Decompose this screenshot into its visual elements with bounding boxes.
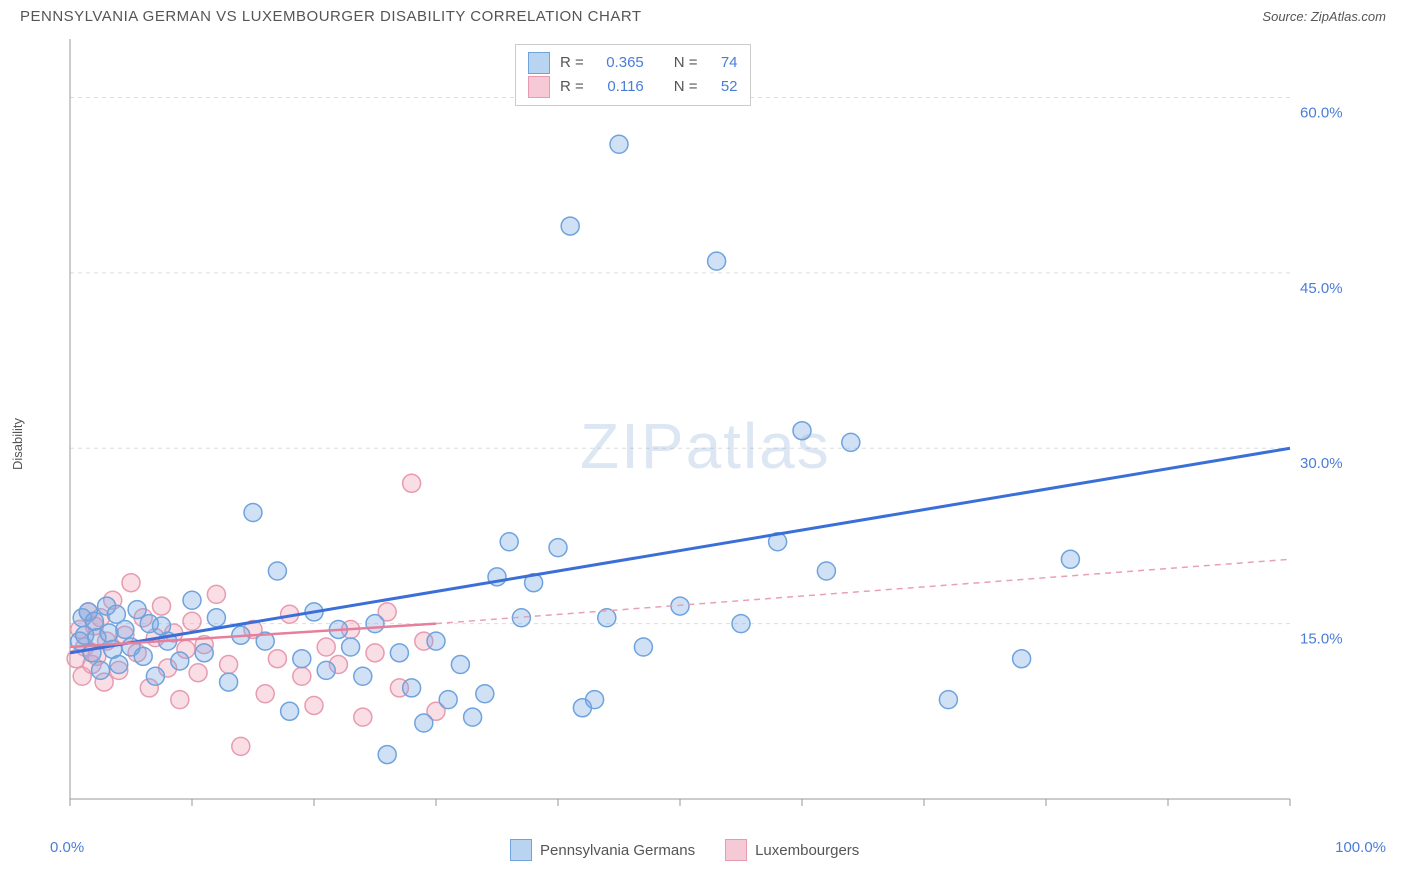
data-point xyxy=(708,252,726,270)
chart-source: Source: ZipAtlas.com xyxy=(1262,9,1386,24)
data-point xyxy=(146,667,164,685)
data-point xyxy=(171,652,189,670)
chart-title: PENNSYLVANIA GERMAN VS LUXEMBOURGER DISA… xyxy=(20,8,642,25)
data-point xyxy=(476,685,494,703)
data-point xyxy=(403,474,421,492)
data-point xyxy=(378,746,396,764)
legend-swatch xyxy=(725,839,747,861)
data-point xyxy=(793,422,811,440)
data-point xyxy=(842,433,860,451)
x-end-label: 100.0% xyxy=(1335,839,1386,856)
data-point xyxy=(244,504,262,522)
data-point xyxy=(451,656,469,674)
data-point xyxy=(232,737,250,755)
data-point xyxy=(256,685,274,703)
r-label: R = xyxy=(560,51,584,75)
data-point xyxy=(220,656,238,674)
n-label: N = xyxy=(674,51,698,75)
data-point xyxy=(634,638,652,656)
data-point xyxy=(671,597,689,615)
data-point xyxy=(305,696,323,714)
data-point xyxy=(317,661,335,679)
legend-swatch xyxy=(528,52,550,74)
data-point xyxy=(116,620,134,638)
y-tick-label: 45.0% xyxy=(1300,280,1343,297)
data-point xyxy=(464,708,482,726)
data-point xyxy=(268,650,286,668)
y-tick-label: 60.0% xyxy=(1300,104,1343,121)
data-point xyxy=(390,644,408,662)
legend-item: Luxembourgers xyxy=(725,839,859,861)
data-point xyxy=(415,714,433,732)
y-tick-label: 15.0% xyxy=(1300,631,1343,648)
data-point xyxy=(281,702,299,720)
n-value: 52 xyxy=(708,75,738,99)
data-point xyxy=(403,679,421,697)
data-point xyxy=(732,615,750,633)
data-point xyxy=(195,644,213,662)
data-point xyxy=(366,644,384,662)
data-point xyxy=(427,632,445,650)
legend-label: Pennsylvania Germans xyxy=(540,842,695,859)
data-point xyxy=(366,615,384,633)
data-point xyxy=(561,217,579,235)
data-point xyxy=(939,691,957,709)
scatter-plot: 15.0% 30.0% 45.0% 60.0% xyxy=(60,29,1350,819)
data-point xyxy=(153,597,171,615)
r-label: R = xyxy=(560,75,584,99)
data-point xyxy=(207,585,225,603)
n-value: 74 xyxy=(708,51,738,75)
data-point xyxy=(122,574,140,592)
n-label: N = xyxy=(674,75,698,99)
data-point xyxy=(354,667,372,685)
y-axis-label: Disability xyxy=(10,418,25,470)
data-point xyxy=(293,650,311,668)
chart-container: Disability 15.0%30.0%45.0%60.0% ZIPatlas… xyxy=(20,29,1386,859)
data-point xyxy=(354,708,372,726)
x-origin-label: 0.0% xyxy=(50,839,84,856)
source-link[interactable]: ZipAtlas.com xyxy=(1311,9,1386,24)
chart-header: PENNSYLVANIA GERMAN VS LUXEMBOURGER DISA… xyxy=(0,0,1406,29)
data-point xyxy=(586,691,604,709)
data-point xyxy=(183,591,201,609)
data-point xyxy=(598,609,616,627)
r-value: 0.365 xyxy=(594,51,644,75)
data-point xyxy=(110,656,128,674)
data-point xyxy=(549,539,567,557)
data-point xyxy=(1013,650,1031,668)
legend-item: Pennsylvania Germans xyxy=(510,839,695,861)
legend-swatch xyxy=(528,76,550,98)
data-point xyxy=(207,609,225,627)
r-value: 0.116 xyxy=(594,75,644,99)
data-point xyxy=(317,638,335,656)
data-point xyxy=(171,691,189,709)
legend-row: R = 0.116 N = 52 xyxy=(528,75,738,99)
data-point xyxy=(439,691,457,709)
legend-swatch xyxy=(510,839,532,861)
series-legend: Pennsylvania Germans Luxembourgers xyxy=(510,839,859,861)
trend-line xyxy=(70,448,1290,653)
data-point xyxy=(189,664,207,682)
data-point xyxy=(610,135,628,153)
legend-label: Luxembourgers xyxy=(755,842,859,859)
data-point xyxy=(134,647,152,665)
data-point xyxy=(293,667,311,685)
data-point xyxy=(100,624,118,642)
data-point xyxy=(1061,550,1079,568)
data-point xyxy=(183,612,201,630)
data-point xyxy=(220,673,238,691)
correlation-legend: R = 0.365 N = 74 R = 0.116 N = 52 xyxy=(515,44,751,106)
y-tick-label: 30.0% xyxy=(1300,455,1343,472)
data-point xyxy=(817,562,835,580)
data-point xyxy=(500,533,518,551)
legend-row: R = 0.365 N = 74 xyxy=(528,51,738,75)
data-point xyxy=(268,562,286,580)
data-point xyxy=(342,638,360,656)
data-point xyxy=(92,661,110,679)
data-point xyxy=(85,612,103,630)
